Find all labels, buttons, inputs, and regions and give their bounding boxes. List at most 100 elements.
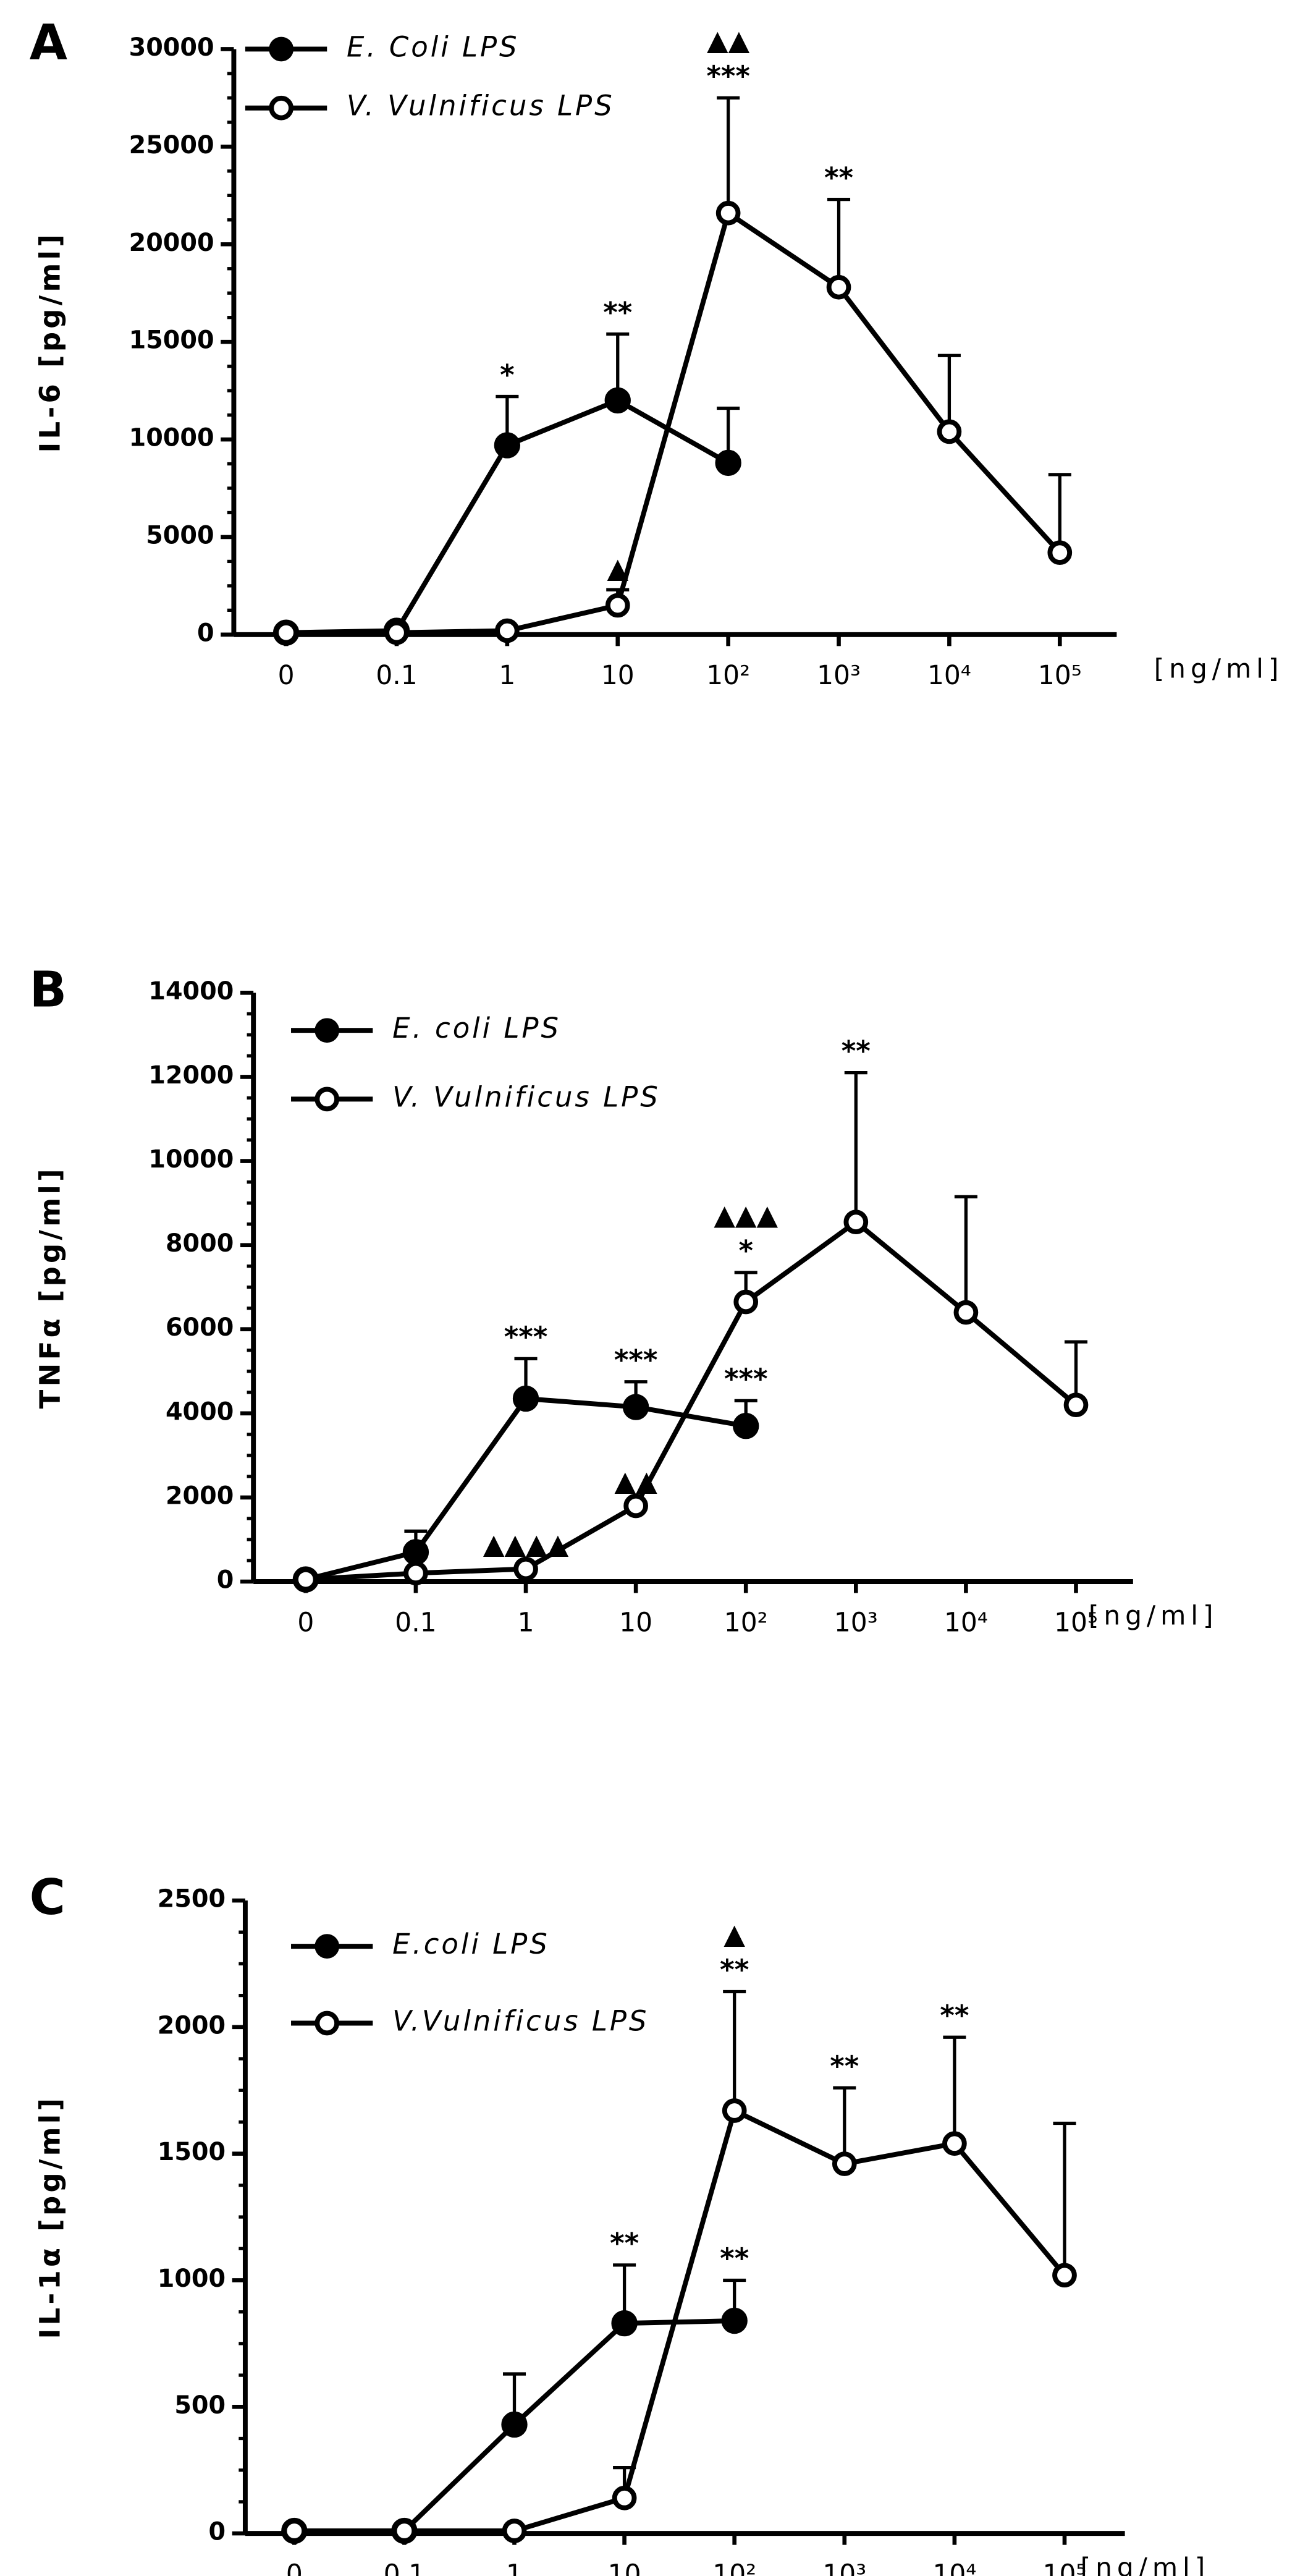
significance-stars: ***	[614, 1344, 658, 1376]
error-bar	[1053, 2121, 1076, 2276]
point	[715, 449, 741, 477]
x-axis-label: [ng/ml]	[1081, 2553, 1210, 2576]
point	[953, 1300, 979, 1325]
error-bar	[844, 1070, 867, 1222]
y-tick-label: 0	[217, 1566, 234, 1595]
y-tick-label: 8000	[166, 1229, 234, 1258]
y-tick-label: 10000	[148, 1145, 234, 1174]
error-bar	[954, 1195, 977, 1313]
y-tick-label: 0	[197, 619, 214, 647]
significance-triangles: ▲▲	[615, 1464, 658, 1497]
x-tick-label: 0.1	[395, 1607, 436, 1637]
point	[501, 2411, 528, 2438]
x-tick-label: 10³	[822, 2559, 866, 2576]
y-axis-label: IL-1α [pg/ml]	[34, 2095, 67, 2339]
x-axis-label: [ng/ml]	[1154, 654, 1284, 684]
error-bar	[827, 197, 851, 287]
y-tick-label: 1500	[158, 2138, 226, 2166]
legend-marker	[314, 2010, 340, 2036]
x-tick-label: 10⁵	[1054, 1607, 1098, 1637]
x-axis-label: [ng/ml]	[1089, 1601, 1218, 1631]
point	[937, 419, 962, 444]
y-tick-label: 12000	[148, 1061, 234, 1090]
y-tick-label: 20000	[129, 229, 214, 257]
significance-stars: ***	[724, 1363, 768, 1396]
series-line	[294, 2107, 1067, 2533]
y-tick-label: 10000	[129, 424, 214, 452]
significance-stars: **	[940, 1999, 969, 2032]
significance-triangles: ▲	[607, 551, 628, 584]
legend-label: V. Vulnificus LPS	[392, 1080, 660, 1113]
point	[402, 1539, 429, 1566]
point	[403, 1561, 428, 1586]
x-tick-label: 10²	[724, 1607, 768, 1637]
point	[622, 1394, 649, 1420]
y-tick-label: 5000	[146, 521, 214, 549]
significance-stars: **	[720, 2242, 749, 2275]
series-line	[286, 209, 1062, 635]
y-axis-label: TNFα [pg/ml]	[34, 1166, 67, 1409]
point	[605, 593, 630, 618]
y-tick-label: 0	[209, 2518, 226, 2546]
x-tick-label: 1	[518, 1607, 534, 1637]
error-bar	[943, 2035, 966, 2144]
significance-triangles: ▲	[724, 1918, 745, 1951]
significance-stars: *	[738, 1234, 753, 1267]
significance-stars: **	[830, 2049, 859, 2082]
x-tick-label: 10⁴	[944, 1607, 988, 1637]
x-tick-label: 0.1	[376, 660, 417, 690]
panel-label: C	[30, 1868, 65, 1926]
legend-label: V. Vulnificus LPS	[347, 90, 615, 122]
error-bar	[717, 96, 740, 213]
y-tick-label: 30000	[129, 33, 214, 62]
x-tick-label: 0.1	[384, 2559, 425, 2576]
y-tick-label: 4000	[166, 1397, 234, 1426]
significance-stars: ***	[504, 1321, 548, 1354]
x-tick-label: 10⁴	[932, 2559, 976, 2576]
point	[843, 1210, 869, 1235]
point	[1052, 2263, 1077, 2288]
point	[942, 2131, 967, 2156]
error-bar	[937, 354, 961, 432]
series-line	[305, 1219, 1078, 1582]
y-tick-label: 1000	[158, 2265, 226, 2293]
x-tick-label: 1	[506, 2559, 523, 2576]
point	[392, 2519, 417, 2543]
significance-stars: *	[500, 358, 515, 391]
significance-stars: **	[720, 1954, 749, 1986]
x-tick-label: 0	[297, 1607, 314, 1637]
legend-marker	[269, 36, 294, 62]
point	[826, 274, 851, 300]
x-tick-label: 10³	[834, 1607, 878, 1637]
x-tick-label: 10⁵	[1038, 660, 1082, 690]
legend-marker	[314, 1018, 340, 1043]
point	[384, 620, 409, 645]
legend-label: E. coli LPS	[392, 1012, 561, 1044]
x-tick-label: 10⁵	[1043, 2559, 1087, 2576]
point	[623, 1493, 648, 1519]
x-tick-label: 10	[601, 660, 635, 690]
point	[282, 2519, 307, 2543]
error-bar	[1048, 473, 1071, 553]
point	[832, 2151, 857, 2176]
y-tick-label: 2000	[166, 1481, 234, 1510]
significance-stars: **	[842, 1035, 871, 1067]
y-axis-label: IL-6 [pg/ml]	[34, 231, 67, 453]
y-tick-label: 2500	[158, 1885, 226, 1913]
point	[733, 1413, 759, 1439]
point	[733, 1289, 759, 1315]
legend-marker	[314, 1934, 340, 1959]
legend-marker	[269, 95, 294, 121]
y-tick-label: 6000	[166, 1313, 234, 1342]
y-tick-label: 500	[174, 2391, 226, 2420]
y-tick-label: 14000	[148, 977, 234, 1006]
significance-triangles: ▲▲▲▲	[483, 1528, 569, 1561]
x-tick-label: 10⁴	[927, 660, 971, 690]
significance-stars: **	[603, 296, 632, 329]
significance-triangles: ▲▲▲	[714, 1198, 778, 1231]
x-tick-label: 10²	[706, 660, 750, 690]
y-tick-label: 2000	[158, 2011, 226, 2040]
point	[513, 1556, 538, 1582]
point	[512, 1385, 539, 1412]
legend-marker	[314, 1087, 340, 1112]
